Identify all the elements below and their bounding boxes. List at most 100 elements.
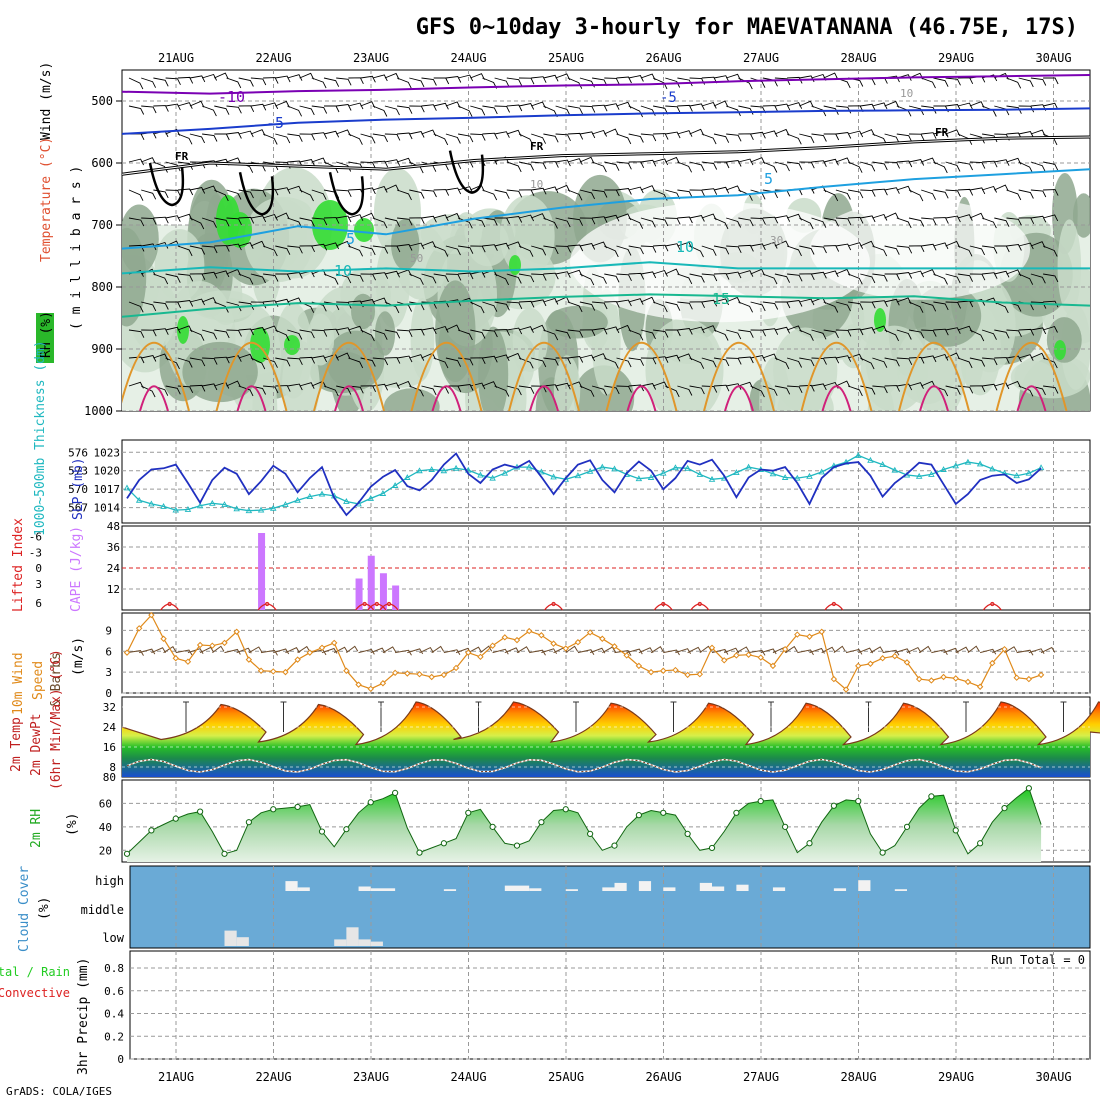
pressure-tick: 600 [91, 156, 113, 170]
slp-tick: 1023 [94, 446, 121, 459]
wind-barb [592, 216, 608, 223]
wind-barb [384, 184, 400, 192]
wind-barb [262, 133, 278, 145]
wind-barb [592, 104, 608, 112]
wind10m-barb [894, 648, 911, 655]
wind-speed-point [489, 642, 496, 649]
wind-barb [689, 385, 705, 395]
wind-barb [652, 269, 668, 277]
wind-barb [665, 105, 681, 114]
wind-barb [494, 77, 510, 88]
wind-barb [969, 357, 986, 367]
wind-barb [409, 273, 424, 285]
wind-barb [1006, 77, 1022, 89]
wind-barb [409, 189, 425, 199]
wind-barb [689, 214, 705, 222]
wind-barb [921, 269, 936, 276]
wind-barb [921, 105, 937, 114]
wind-barb [677, 77, 693, 87]
wind-barb [786, 357, 803, 368]
thickness-point [1025, 469, 1033, 476]
wind10m-barb [126, 650, 144, 656]
wind-barb [713, 298, 730, 306]
wind-speed-point [135, 625, 143, 632]
cape-tick: 12 [107, 583, 120, 596]
wind-barb [226, 329, 242, 337]
cloud-high-bar [712, 886, 725, 891]
wind-barb [628, 74, 644, 82]
thickness-point [318, 490, 326, 497]
wind-barb [786, 102, 803, 109]
wind10m-label: 10m Wind [11, 652, 26, 715]
rh2m-point [538, 819, 545, 826]
wind-barb [604, 273, 620, 283]
slp-tick: 1020 [94, 465, 121, 478]
wind-barb [458, 133, 474, 143]
rh2m-label: 2m RH [29, 809, 44, 848]
thickness-point [343, 498, 350, 504]
lifted-tick: 3 [35, 578, 42, 591]
wind-barb [872, 245, 888, 257]
wind-barb [701, 325, 717, 332]
wind-barb [506, 273, 522, 284]
wind-barb [677, 385, 693, 396]
wind-speed-point [538, 632, 545, 639]
wind-barb [226, 132, 242, 139]
wind-barb [214, 270, 230, 278]
wind-barb [189, 75, 206, 83]
wind-barb [457, 186, 474, 193]
wind-barb [969, 133, 985, 144]
wind-barb [323, 130, 340, 138]
wind-speed-point [708, 644, 716, 651]
thickness-point [915, 472, 923, 479]
wind10m-barb [419, 646, 434, 654]
wind-barb [835, 301, 851, 312]
wind-barb [921, 217, 937, 226]
wind-barb [128, 329, 145, 338]
wind-barb [884, 212, 900, 220]
wind10m-barb [480, 645, 493, 654]
wind-barb [384, 270, 401, 278]
contour-label: 5 [764, 170, 773, 188]
wind-speed-point [915, 675, 923, 683]
rh-blob [351, 293, 376, 330]
wind-barb [750, 77, 766, 88]
contour-label: 50 [410, 252, 423, 265]
cloud-cover-label: Cloud Cover [17, 866, 32, 952]
wind-barb [555, 105, 571, 116]
wind-speed-point [294, 656, 301, 663]
rh2m-point [928, 793, 935, 800]
cloud-cover-panel: high middle low Cloud Cover (%) [17, 865, 1091, 952]
wind-barb [896, 272, 913, 279]
cloud-low-bar [224, 930, 237, 946]
wind-barb [445, 133, 461, 144]
rh-top-tick: 80 [103, 771, 116, 784]
wind-barb [336, 385, 352, 395]
wind-speed-point [623, 652, 630, 659]
wind-barb [726, 160, 742, 167]
wind-barb [982, 383, 998, 391]
wind-barb [141, 354, 157, 362]
wind-barb [811, 160, 827, 167]
wind-barb [543, 384, 559, 391]
thickness-point [379, 490, 387, 496]
wind10m-barb [833, 645, 846, 654]
rh-blob [773, 327, 838, 411]
wind10m-barb [516, 646, 530, 654]
wind-barb [860, 326, 876, 334]
thickness-point [733, 469, 740, 476]
thickness-point [659, 469, 667, 476]
pressure-tick: 800 [91, 280, 113, 294]
wind-barb [774, 215, 791, 222]
wind-barb [555, 329, 571, 339]
wind-barb [518, 245, 534, 257]
wind-barb [226, 157, 242, 165]
wind-speed-point [940, 673, 947, 681]
wind-barb [726, 217, 742, 228]
wind-barb [275, 100, 290, 108]
wind-barb [311, 132, 328, 139]
wind-barb [336, 129, 351, 137]
wind10m-barb [906, 646, 922, 654]
wind-barb [250, 273, 266, 284]
wind10m-barb [346, 645, 359, 654]
